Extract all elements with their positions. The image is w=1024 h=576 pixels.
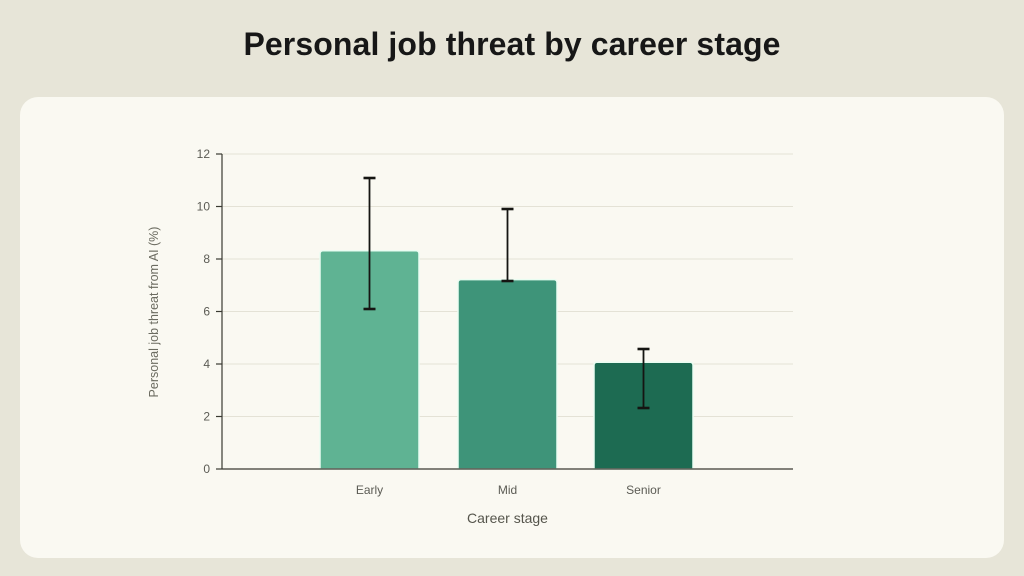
svg-text:4: 4 [203, 357, 210, 371]
svg-text:6: 6 [203, 305, 210, 319]
svg-text:0: 0 [203, 462, 210, 476]
svg-text:2: 2 [203, 410, 210, 424]
svg-text:Early: Early [356, 483, 383, 497]
svg-text:Personal job threat from AI (%: Personal job threat from AI (%) [147, 227, 161, 398]
svg-text:Mid: Mid [498, 483, 517, 497]
svg-text:Career stage: Career stage [467, 510, 548, 526]
svg-text:10: 10 [197, 200, 211, 214]
svg-text:Senior: Senior [626, 483, 661, 497]
svg-text:8: 8 [203, 252, 210, 266]
svg-text:12: 12 [197, 147, 211, 161]
